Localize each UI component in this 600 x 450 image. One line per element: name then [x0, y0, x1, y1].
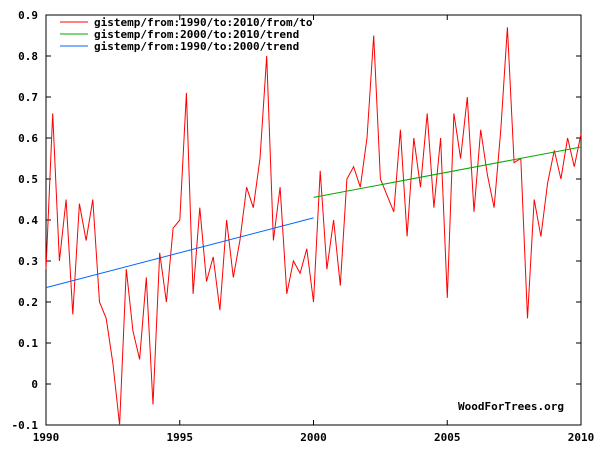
y-tick-label: 0.2 [18, 296, 38, 309]
x-tick-label: 2005 [434, 431, 461, 444]
y-tick-label: 0 [31, 378, 38, 391]
y-tick-label: 0.3 [18, 255, 38, 268]
legend: gistemp/from:1990/to:2010/from/togistemp… [60, 16, 313, 53]
x-tick-label: 1995 [167, 431, 194, 444]
x-tick-label: 1990 [33, 431, 60, 444]
y-tick-label: 0.8 [18, 50, 38, 63]
y-tick-label: 0.7 [18, 91, 38, 104]
y-tick-label: -0.1 [12, 419, 39, 432]
plot-frame [45, 14, 582, 426]
x-tick-label: 2000 [300, 431, 327, 444]
series-line-0 [45, 27, 582, 426]
series-line-2 [45, 217, 314, 289]
legend-label-0: gistemp/from:1990/to:2010/from/to [94, 16, 313, 29]
x-tick-label: 2010 [568, 431, 595, 444]
legend-label-2: gistemp/from:1990/to:2000/trend [94, 40, 299, 53]
y-tick-label: 0.1 [18, 337, 38, 350]
series-line-1 [313, 146, 582, 198]
watermark-text: WoodForTrees.org [458, 400, 564, 413]
x-axis: 1990 1995 2000 2005 2010 [33, 15, 595, 444]
y-tick-label: 0.9 [18, 9, 38, 22]
y-tick-label: 0.5 [18, 173, 38, 186]
legend-label-1: gistemp/from:2000/to:2010/trend [94, 28, 299, 41]
y-axis: -0.1 0 0.1 0.2 0.3 0.4 0.5 0.6 0.7 0.8 0.9 [12, 9, 581, 432]
series-layer [45, 27, 582, 426]
y-tick-label: 0.6 [18, 132, 38, 145]
y-tick-label: 0.4 [18, 214, 38, 227]
